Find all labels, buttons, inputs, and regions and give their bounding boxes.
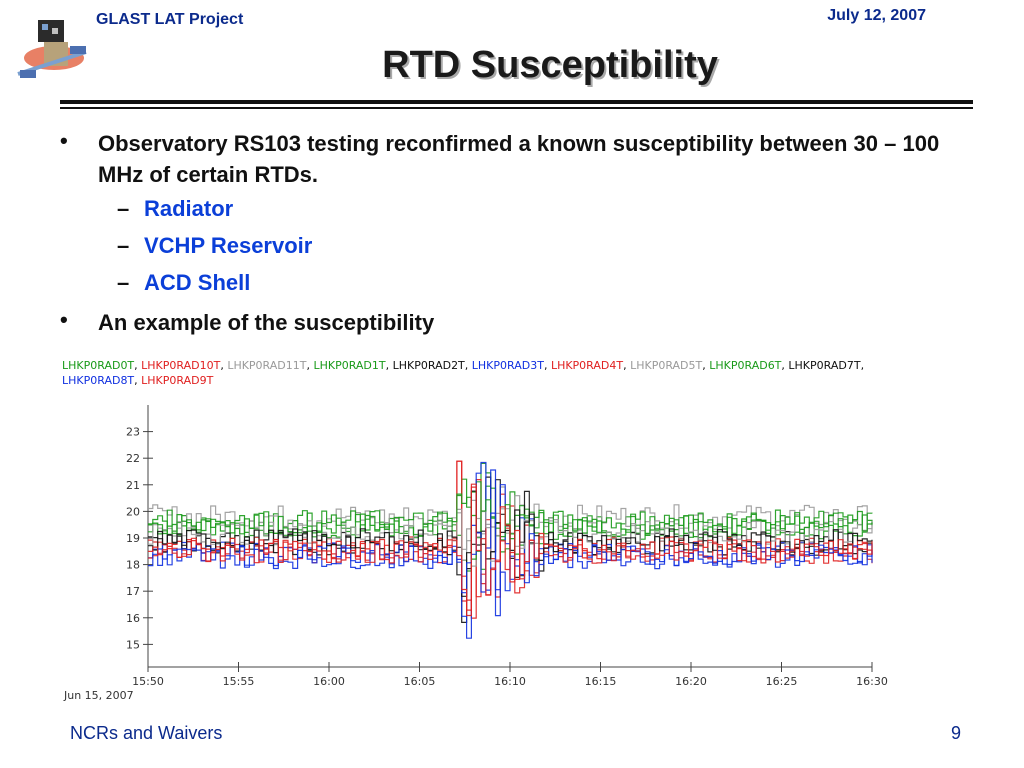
y-tick-label: 16 — [126, 612, 140, 625]
legend-separator: , — [702, 359, 710, 372]
title-divider-thin — [60, 107, 973, 109]
rtd-temperature-chart: 15 16 17 18 19 20 21 22 23 15:50 15:55 16:00 16:05 16… — [63, 405, 888, 702]
x-tick-label: 15:55 — [223, 675, 255, 688]
dash-glyph: – — [117, 233, 130, 258]
x-tick-label: 16:15 — [585, 675, 617, 688]
slide-title: RTD Susceptibility — [382, 44, 718, 86]
bullet-glyph: • — [60, 307, 68, 332]
bullet-2-text: An example of the susceptibility — [98, 310, 435, 335]
y-tick-label: 21 — [126, 479, 140, 492]
dash-glyph: – — [117, 270, 130, 295]
glast-logo — [17, 20, 87, 78]
slide-date: July 12, 2007 — [827, 7, 926, 24]
legend-entry: LHKP0RAD9T — [141, 374, 214, 387]
y-tick-label: 15 — [126, 638, 140, 651]
legend-entry: LHKP0RAD11T — [227, 359, 307, 372]
subitem-text: Radiator — [144, 196, 234, 221]
series-line-lhkp0rad8t — [148, 512, 873, 594]
legend-separator: , — [134, 359, 142, 372]
x-tick-label: 15:50 — [132, 675, 164, 688]
y-tick-label: 17 — [126, 585, 140, 598]
x-tick-label: 16:10 — [494, 675, 526, 688]
chart-legend: LHKP0RAD0T, LHKP0RAD10T, LHKP0RAD11T, LH… — [62, 358, 892, 388]
legend-separator: , — [543, 359, 551, 372]
x-tick-label: 16:00 — [313, 675, 345, 688]
legend-entry: LHKP0RAD4T — [550, 359, 624, 372]
legend-entry: LHKP0RAD8T — [62, 374, 135, 387]
bullet-glyph: • — [60, 128, 68, 153]
legend-separator: , — [623, 359, 631, 372]
legend-separator: , — [860, 359, 865, 372]
footer-section: NCRs and Waivers — [70, 723, 223, 743]
legend-entry: LHKP0RAD10T — [141, 359, 221, 372]
legend-separator: , — [220, 359, 228, 372]
legend-entry: LHKP0RAD2T — [392, 359, 465, 372]
x-tick-label: 16:05 — [404, 675, 436, 688]
y-tick-label: 22 — [126, 452, 140, 465]
subitem-text: ACD Shell — [144, 270, 251, 295]
x-tick-label: 16:30 — [856, 675, 888, 688]
y-tick-label: 23 — [126, 426, 140, 439]
legend-entry: LHKP0RAD5T — [630, 359, 703, 372]
title-divider — [60, 100, 973, 104]
legend-separator: , — [385, 359, 393, 372]
legend-entry: LHKP0RAD7T — [788, 359, 861, 372]
y-tick-label: 20 — [126, 505, 140, 518]
bullet-1-text: Observatory RS103 testing reconfirmed a … — [98, 131, 940, 187]
x-tick-label: 16:25 — [766, 675, 798, 688]
y-tick-label: 19 — [126, 532, 140, 545]
subitem-text: VCHP Reservoir — [144, 233, 313, 258]
legend-entry: LHKP0RAD1T — [313, 359, 386, 372]
project-name: GLAST LAT Project — [96, 11, 244, 28]
legend-separator: , — [134, 374, 142, 387]
legend-separator: , — [306, 359, 314, 372]
x-date-label: Jun 15, 2007 — [63, 689, 134, 702]
legend-entry: LHKP0RAD6T — [709, 359, 782, 372]
dash-glyph: – — [117, 196, 130, 221]
series-line-lhkp0rad9t — [148, 486, 873, 611]
legend-entry: LHKP0RAD0T — [62, 359, 135, 372]
page-number: 9 — [951, 723, 962, 743]
legend-entry: LHKP0RAD3T — [471, 359, 544, 372]
legend-separator: , — [464, 359, 472, 372]
legend-separator: , — [781, 359, 789, 372]
x-tick-label: 16:20 — [675, 675, 707, 688]
y-tick-label: 18 — [126, 559, 140, 572]
